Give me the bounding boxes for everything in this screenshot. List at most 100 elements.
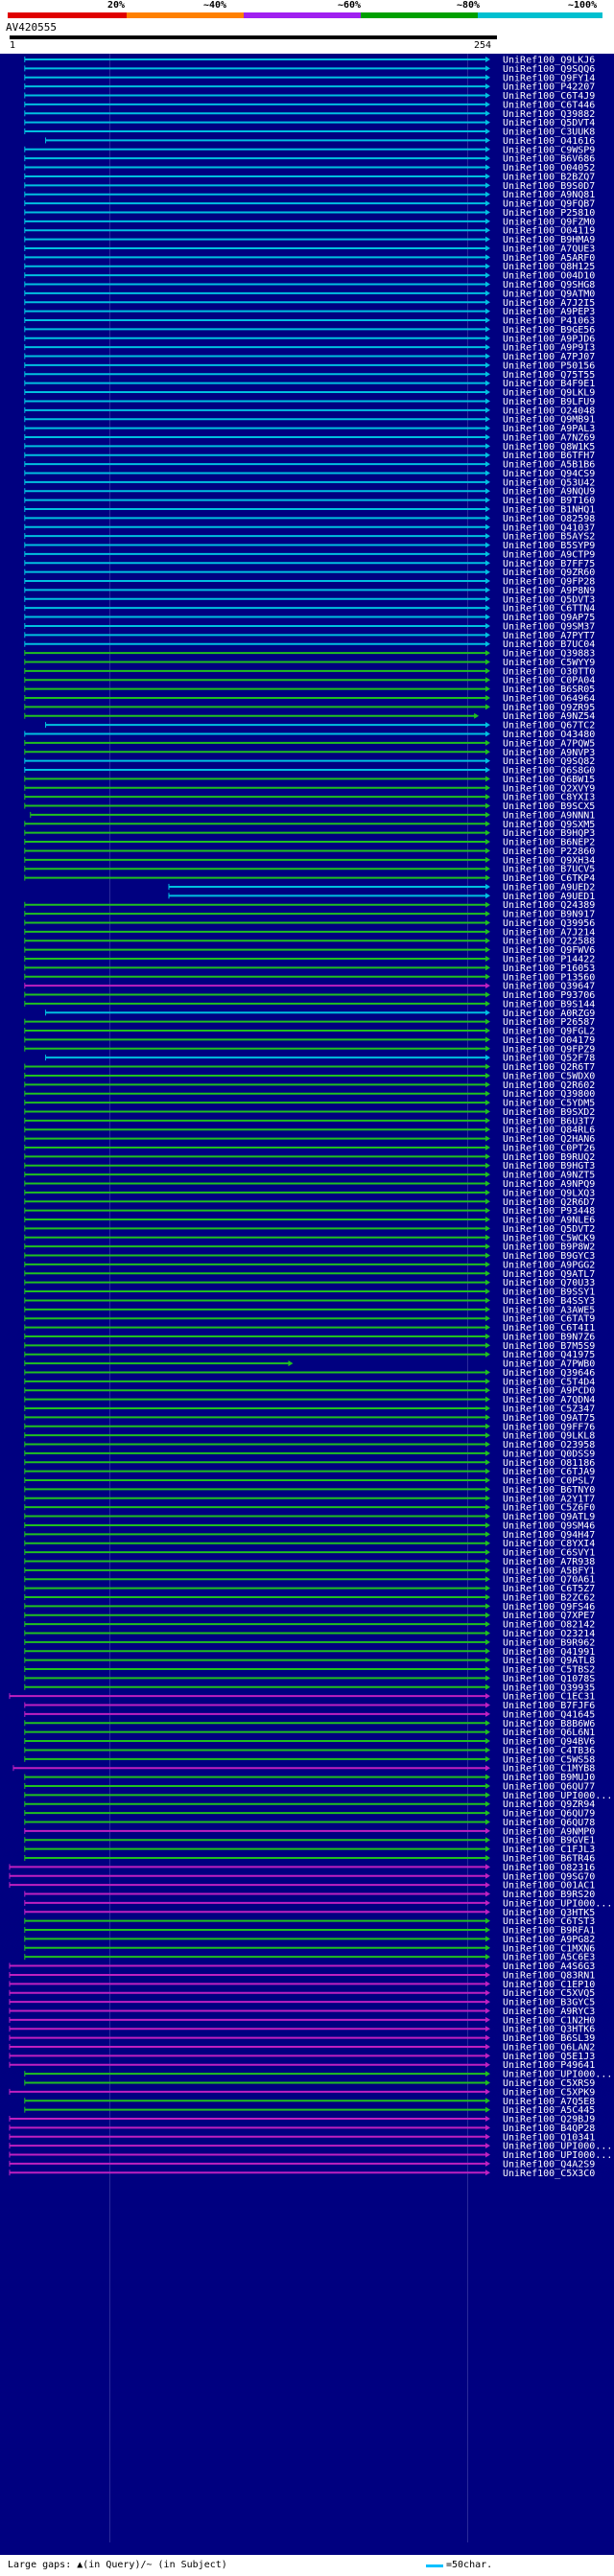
hit-label[interactable]: UniRef100_Q94BV6 (503, 1737, 595, 1748)
hit-row[interactable]: UniRef100_Q9ATL7 (24, 1269, 596, 1280)
hit-label[interactable]: UniRef100_Q9FWV6 (503, 945, 595, 956)
hit-label[interactable]: UniRef100_B1NHQ1 (503, 505, 595, 516)
hit-label[interactable]: UniRef100_P14422 (503, 955, 595, 965)
hit-row[interactable]: UniRef100_C5XVQ5 (9, 1988, 595, 1999)
hit-label[interactable]: UniRef100_UPI000... (503, 1898, 612, 1909)
hit-label[interactable]: UniRef100_A9P9I3 (503, 343, 595, 354)
hit-label[interactable]: UniRef100_Q5DVT4 (503, 118, 595, 128)
hit-row[interactable]: UniRef100_P93448 (24, 1206, 596, 1217)
hit-row[interactable]: UniRef100_O41616 (45, 136, 596, 147)
hit-label[interactable]: UniRef100_B9N917 (503, 910, 595, 920)
hit-label[interactable]: UniRef100_B2BZQ7 (503, 172, 595, 182)
hit-label[interactable]: UniRef100_Q5DVT3 (503, 594, 595, 605)
hit-row[interactable]: UniRef100_C6TJA9 (24, 1467, 596, 1477)
hit-label[interactable]: UniRef100_A5BFY1 (503, 1566, 595, 1576)
hit-row[interactable]: UniRef100_B9MUJ0 (24, 1773, 596, 1783)
hit-label[interactable]: UniRef100_Q8W1K5 (503, 442, 595, 453)
hit-row[interactable]: UniRef100_B9GE56 (24, 325, 596, 336)
hit-row[interactable]: UniRef100_A0RZG9 (45, 1009, 596, 1019)
hit-row[interactable]: UniRef100_Q9FP28 (24, 577, 596, 588)
hit-row[interactable]: UniRef100_P14422 (24, 955, 596, 965)
hit-row[interactable]: UniRef100_Q4A2S9 (9, 2159, 595, 2170)
hit-label[interactable]: UniRef100_B2ZC62 (503, 1592, 595, 1603)
hit-label[interactable]: UniRef100_B9RS20 (503, 1890, 595, 1900)
hit-label[interactable]: UniRef100_A4S6G3 (503, 1961, 595, 1972)
hit-label[interactable]: UniRef100_Q9FF76 (503, 1422, 595, 1432)
hit-row[interactable]: UniRef100_A7J2I5 (24, 298, 596, 309)
hit-row[interactable]: UniRef100_P16053 (24, 963, 596, 974)
hit-label[interactable]: UniRef100_Q9AP75 (503, 613, 595, 623)
hit-row[interactable]: UniRef100_Q3HTK5 (24, 1908, 596, 1918)
hit-label[interactable]: UniRef100_A9PEP3 (503, 307, 595, 317)
hit-row[interactable]: UniRef100_C6TAT9 (24, 1314, 596, 1325)
hit-row[interactable]: UniRef100_C6TKP4 (24, 873, 596, 884)
hit-row[interactable]: UniRef100_C1EC31 (9, 1692, 595, 1703)
hit-row[interactable]: UniRef100_B9S144 (24, 999, 596, 1010)
hit-label[interactable]: UniRef100_Q2R6D7 (503, 1197, 595, 1208)
hit-label[interactable]: UniRef100_B6TR46 (503, 1854, 595, 1865)
hit-row[interactable]: UniRef100_C1FJL3 (24, 1845, 596, 1855)
hit-label[interactable]: UniRef100_Q41991 (503, 1647, 595, 1658)
hit-label[interactable]: UniRef100_Q6QU79 (503, 1809, 595, 1820)
hit-row[interactable]: UniRef100_O04179 (24, 1035, 596, 1046)
hit-label[interactable]: UniRef100_Q39882 (503, 109, 595, 120)
hit-row[interactable]: UniRef100_Q9FQB7 (24, 199, 596, 210)
hit-row[interactable]: UniRef100_Q39935 (24, 1683, 596, 1693)
hit-row[interactable]: UniRef100_C6TST3 (24, 1916, 596, 1927)
hit-label[interactable]: UniRef100_Q9ATL8 (503, 1656, 595, 1666)
hit-row[interactable]: UniRef100_Q39883 (24, 649, 596, 660)
hit-label[interactable]: UniRef100_Q2R6T7 (503, 1062, 595, 1073)
hit-row[interactable]: UniRef100_B9SXD2 (24, 1107, 596, 1118)
hit-row[interactable]: UniRef100_Q9SM46 (24, 1520, 596, 1531)
hit-row[interactable]: UniRef100_Q6QU77 (24, 1781, 596, 1792)
hit-label[interactable]: UniRef100_Q9FGL2 (503, 1027, 595, 1037)
hit-label[interactable]: UniRef100_P42207 (503, 82, 595, 93)
hit-label[interactable]: UniRef100_Q70A61 (503, 1575, 595, 1586)
hit-label[interactable]: UniRef100_Q9LKL8 (503, 1431, 595, 1442)
hit-label[interactable]: UniRef100_B9SCX5 (503, 801, 595, 812)
hit-label[interactable]: UniRef100_C1EP10 (503, 1980, 595, 1990)
hit-label[interactable]: UniRef100_Q9LXQ3 (503, 1188, 595, 1198)
hit-label[interactable]: UniRef100_O04179 (503, 1035, 595, 1046)
hit-label[interactable]: UniRef100_Q6BW15 (503, 775, 595, 785)
hit-row[interactable]: UniRef100_Q2R6D7 (24, 1197, 596, 1208)
hit-label[interactable]: UniRef100_UPI000... (503, 2150, 612, 2161)
hit-row[interactable]: UniRef100_O64964 (24, 693, 596, 704)
hit-row[interactable]: UniRef100_Q84RL6 (24, 1126, 596, 1136)
hit-row[interactable]: UniRef100_Q9FY14 (24, 73, 596, 83)
hit-row[interactable]: UniRef100_C4TB36 (24, 1746, 596, 1756)
hit-label[interactable]: UniRef100_A7R938 (503, 1557, 595, 1567)
hit-row[interactable]: UniRef100_B7UCV5 (24, 865, 596, 875)
hit-label[interactable]: UniRef100_Q70U33 (503, 1278, 595, 1288)
hit-label[interactable]: UniRef100_Q39647 (503, 982, 595, 992)
hit-label[interactable]: UniRef100_C1N2H0 (503, 2015, 595, 2026)
hit-row[interactable]: UniRef100_A9NVP3 (24, 748, 596, 758)
hit-label[interactable]: UniRef100_A9PG82 (503, 1935, 595, 1945)
hit-row[interactable]: UniRef100_B9SSY1 (24, 1288, 596, 1298)
hit-row[interactable]: UniRef100_Q29BJ9 (9, 2115, 595, 2125)
hit-label[interactable]: UniRef100_A5C6E3 (503, 1953, 595, 1963)
hit-label[interactable]: UniRef100_A9PAL3 (503, 424, 595, 434)
hit-label[interactable]: UniRef100_Q0DSS9 (503, 1449, 595, 1459)
hit-row[interactable]: UniRef100_Q8W1K5 (24, 442, 596, 453)
hit-label[interactable]: UniRef100_Q9FY14 (503, 73, 595, 83)
hit-label[interactable]: UniRef100_Q9FPZ9 (503, 1044, 595, 1055)
hit-label[interactable]: UniRef100_A9CTP9 (503, 549, 595, 560)
hit-label[interactable]: UniRef100_Q9ATL7 (503, 1269, 595, 1280)
hit-row[interactable]: UniRef100_O04119 (24, 226, 596, 237)
hit-row[interactable]: UniRef100_C5WCK9 (24, 1233, 596, 1243)
hit-row[interactable]: UniRef100_B9GVE1 (24, 1836, 596, 1846)
hit-label[interactable]: UniRef100_B9RFA1 (503, 1926, 595, 1937)
hit-row[interactable]: UniRef100_C1MXN6 (24, 1943, 596, 1954)
hit-row[interactable]: UniRef100_B6SL39 (9, 2033, 595, 2044)
hit-row[interactable]: UniRef100_P42207 (24, 82, 596, 93)
hit-label[interactable]: UniRef100_Q39883 (503, 649, 595, 660)
hit-row[interactable]: UniRef100_Q67TC2 (45, 721, 596, 731)
hit-label[interactable]: UniRef100_B8B6W6 (503, 1719, 595, 1729)
hit-label[interactable]: UniRef100_A3AWE5 (503, 1305, 595, 1315)
hit-label[interactable]: UniRef100_Q39956 (503, 918, 595, 929)
hit-row[interactable]: UniRef100_Q9ZR94 (24, 1799, 596, 1810)
hit-label[interactable]: UniRef100_A7J214 (503, 927, 595, 938)
hit-label[interactable]: UniRef100_C5Z347 (503, 1404, 595, 1415)
hit-label[interactable]: UniRef100_A9NLE6 (503, 1216, 595, 1226)
